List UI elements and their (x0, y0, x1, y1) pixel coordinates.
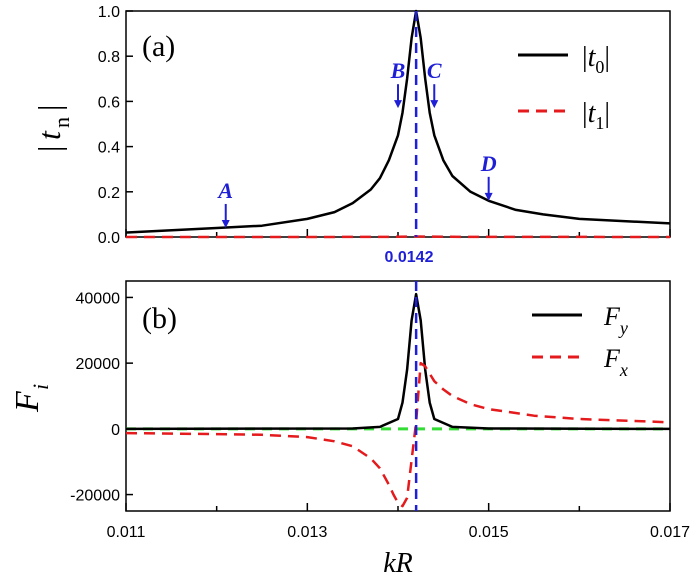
y-tick-label: -20000 (70, 488, 120, 505)
y-tick-label: 1.0 (98, 4, 120, 21)
y-label-F: F (9, 390, 46, 413)
x-axis-label: kR (383, 548, 413, 579)
legend-t1-label: |t1| (582, 98, 610, 133)
y-tick-label: 0.4 (98, 140, 120, 157)
annotation-c: C (427, 58, 442, 109)
annotation-a: A (216, 178, 233, 228)
y-tick-label: 0 (111, 422, 120, 439)
panel-b-x-ticks (125, 503, 671, 511)
annotation-label: D (480, 151, 497, 176)
panel-b-y-ticks (126, 296, 133, 496)
annotation-arrow-head (221, 219, 230, 228)
y-label-bar-right: | (31, 105, 67, 111)
resonance-label: 0.0142 (385, 249, 434, 266)
panel-a-annotations: A B C D (216, 58, 497, 228)
panel-b-y-axis-label: F i (9, 384, 53, 413)
annotation-d: D (480, 151, 497, 201)
panel-b-frame (125, 280, 671, 512)
x-tick-label: 0.013 (287, 524, 327, 541)
series-line-fy (125, 292, 671, 431)
annotation-label: A (216, 178, 233, 203)
panel-a-y-axis-label: | t n | (31, 105, 74, 152)
annotation-arrow-head (394, 100, 402, 109)
annotation-label: C (427, 58, 442, 83)
y-tick-label: 0.6 (98, 94, 120, 111)
y-tick-label: 20000 (76, 356, 121, 373)
series-line-t1 (126, 235, 671, 239)
x-tick-label: 0.017 (650, 524, 690, 541)
legend-t0-label: |t0| (582, 42, 610, 77)
panel-b-legend: Fy Fx (532, 302, 628, 380)
panel-b-label: (b) (142, 302, 177, 335)
panel-b-series (125, 281, 671, 511)
legend-fy-label: Fy (603, 302, 628, 338)
annotation-b: B (390, 58, 406, 109)
panel-b: -20000 0 20000 40000 0.011 0.013 0.015 0.017 (… (9, 280, 691, 579)
y-tick-label: 0.8 (98, 49, 120, 66)
panel-a-y-tick-labels: 0.0 0.2 0.4 0.6 0.8 1.0 (98, 4, 120, 247)
legend-fx-label: Fx (603, 344, 628, 380)
y-tick-label: 0.0 (98, 230, 120, 247)
x-tick-label: 0.015 (469, 524, 509, 541)
annotation-arrow-head (430, 100, 439, 109)
annotation-label: B (390, 58, 406, 83)
y-label-sub-i: i (28, 384, 53, 390)
y-label-t: t (31, 130, 67, 140)
panel-a-y-ticks (126, 10, 133, 238)
x-tick-label: 0.011 (107, 524, 146, 541)
y-tick-label: 0.2 (98, 185, 120, 202)
y-tick-label: 40000 (76, 290, 121, 307)
panel-a-series (125, 9, 671, 239)
series-line-t0 (125, 9, 671, 234)
y-label-bar-left: | (31, 146, 67, 152)
panel-b-y-tick-labels: -20000 0 20000 40000 (70, 290, 120, 504)
panel-a-legend: |t0| |t1| (518, 42, 610, 133)
panel-a-label: (a) (142, 30, 175, 63)
panel-a: 0.0 0.2 0.4 0.6 0.8 1.0 A B C D (a) | t n | |t0|… (31, 4, 671, 266)
annotation-arrow-head (484, 192, 493, 201)
series-line-fx (125, 361, 671, 508)
y-label-sub-n: n (49, 117, 74, 128)
panel-b-x-tick-labels: 0.011 0.013 0.015 0.017 (107, 524, 691, 541)
